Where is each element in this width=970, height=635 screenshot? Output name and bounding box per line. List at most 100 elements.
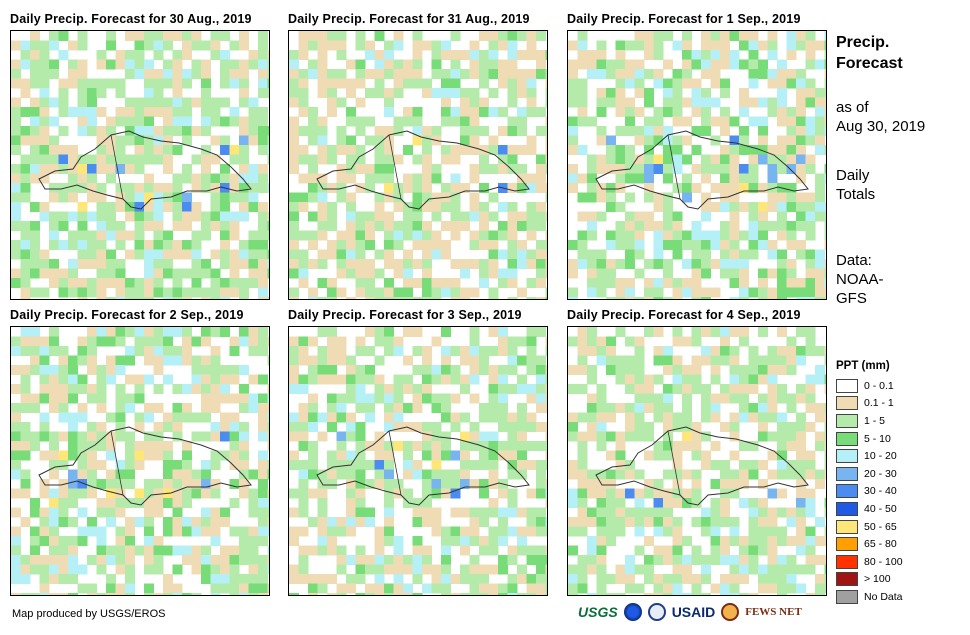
precip-cell xyxy=(536,183,546,193)
precip-cell xyxy=(298,412,309,423)
precip-cell xyxy=(229,268,240,279)
precip-cell xyxy=(460,126,470,136)
precip-cell xyxy=(758,498,768,508)
precip-cell xyxy=(796,517,806,527)
precip-cell xyxy=(777,365,787,375)
precip-cell xyxy=(172,517,183,527)
precip-cell xyxy=(267,555,269,565)
precip-cell xyxy=(739,145,749,155)
precip-cell xyxy=(786,69,797,79)
precip-cell xyxy=(172,173,183,184)
precip-cell xyxy=(258,69,268,79)
precip-cell xyxy=(308,183,318,193)
precip-cell xyxy=(144,450,154,461)
precip-cell xyxy=(568,145,578,155)
precip-cell xyxy=(163,69,173,79)
precip-cell xyxy=(134,441,145,451)
precip-cell xyxy=(615,469,626,480)
precip-cell xyxy=(517,183,527,193)
precip-cell xyxy=(201,564,211,575)
precip-cell xyxy=(87,287,97,298)
precip-cell xyxy=(393,336,404,347)
precip-cell xyxy=(568,59,578,70)
precip-cell xyxy=(796,249,806,260)
precip-cell xyxy=(824,173,826,184)
precip-cell xyxy=(20,173,31,184)
precip-cell xyxy=(134,422,145,432)
precip-cell xyxy=(786,287,797,298)
precip-cell xyxy=(815,431,825,442)
precip-cell xyxy=(308,450,318,461)
precip-cell xyxy=(11,346,21,356)
precip-cell xyxy=(517,336,527,347)
precip-cell xyxy=(672,526,683,537)
precip-cell xyxy=(115,365,126,375)
precip-cell xyxy=(517,116,527,127)
precip-cell xyxy=(201,412,211,423)
precip-cell xyxy=(606,469,616,480)
precip-cell xyxy=(691,593,702,595)
precip-cell xyxy=(393,479,404,489)
precip-cell xyxy=(68,78,78,89)
precip-cell xyxy=(441,441,451,451)
precip-cell xyxy=(596,431,607,442)
precip-cell xyxy=(587,116,597,127)
precip-cell xyxy=(20,287,31,298)
precip-cell xyxy=(577,145,588,155)
precip-cell xyxy=(634,154,645,165)
precip-cell xyxy=(346,517,356,527)
precip-cell xyxy=(479,31,489,41)
precip-cell xyxy=(460,116,470,127)
precip-cell xyxy=(536,422,546,432)
precip-cell xyxy=(134,50,145,60)
precip-cell xyxy=(498,365,508,375)
precip-cell xyxy=(30,507,40,518)
precip-cell xyxy=(488,211,499,222)
precip-cell xyxy=(422,583,432,594)
precip-cell xyxy=(606,526,616,537)
precip-cell xyxy=(153,259,164,269)
precip-cell xyxy=(720,583,730,594)
precip-cell xyxy=(393,154,404,165)
precip-cell xyxy=(201,393,211,404)
precip-cell xyxy=(115,202,126,212)
legend-item: 20 - 30 xyxy=(836,465,903,483)
precip-cell xyxy=(479,126,489,136)
precip-cell xyxy=(663,384,673,394)
precip-cell xyxy=(663,422,673,432)
precip-cell xyxy=(450,507,461,518)
precip-cell xyxy=(77,403,88,413)
precip-cell xyxy=(77,526,88,537)
precip-cell xyxy=(729,412,740,423)
precip-cell xyxy=(258,40,268,51)
precip-cell xyxy=(106,40,116,51)
precip-cell xyxy=(96,221,107,231)
precip-cell xyxy=(248,268,259,279)
precip-cell xyxy=(824,97,826,108)
precip-cell xyxy=(258,346,268,356)
precip-cell xyxy=(20,346,31,356)
precip-cell xyxy=(39,450,50,461)
precip-cell xyxy=(767,173,778,184)
precip-cell xyxy=(777,564,787,575)
precip-cell xyxy=(431,230,442,241)
precip-cell xyxy=(289,78,299,89)
precip-cell xyxy=(691,479,702,489)
precip-cell xyxy=(77,126,88,136)
precip-cell xyxy=(815,365,825,375)
precip-cell xyxy=(134,327,145,337)
precip-cell xyxy=(87,460,97,470)
precip-cell xyxy=(172,249,183,260)
precip-cell xyxy=(163,259,173,269)
precip-cell xyxy=(393,384,404,394)
precip-cell xyxy=(545,211,547,222)
precip-cell xyxy=(115,498,126,508)
precip-cell xyxy=(488,192,499,203)
precip-cell xyxy=(11,441,21,451)
precip-cell xyxy=(691,183,702,193)
precip-cell xyxy=(805,555,816,565)
precip-cell xyxy=(201,287,211,298)
precip-cell xyxy=(758,479,768,489)
precip-cell xyxy=(596,564,607,575)
precip-cell xyxy=(182,327,192,337)
